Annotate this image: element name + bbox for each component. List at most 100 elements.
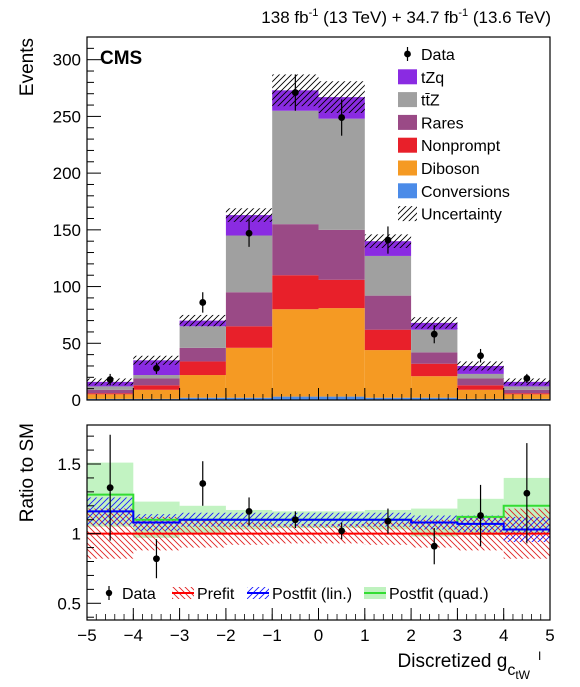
stack-segment-nonprompt-bin-4: [272, 275, 319, 310]
stack-segment-nonprompt-bin-2: [179, 361, 226, 376]
stack-segment-ttz-bin-4: [272, 110, 319, 225]
y-tick-label-200: 200: [53, 164, 81, 183]
main-panel: 0 50 100 150 200 250 300 Events CMS Data tZq tt̄…: [17, 36, 551, 410]
stack-segment-diboson-bin-7: [411, 376, 458, 398]
legend-label-rares: Rares: [421, 115, 464, 132]
uncertainty-band-bin-8: [457, 361, 504, 371]
x-tick-label--5: −5: [77, 626, 96, 645]
legend-label-conversions: Conversions: [421, 184, 510, 201]
data-layer: [106, 74, 531, 386]
legend-swatch-tzq: [398, 69, 417, 85]
x-tick-label-4: 4: [499, 626, 508, 645]
legend-label-uncertainty: Uncertainty: [421, 207, 502, 224]
x-tick-label--2: −2: [216, 626, 235, 645]
stack-segment-ttz-bin-0: [87, 386, 134, 390]
x-tick-label-3: 3: [453, 626, 462, 645]
x-axis-title-superscript: I: [538, 649, 541, 663]
main-x-ticks: [86, 388, 551, 400]
ratio-legend: Data Prefit Postfit (lin.) Postfit (quad.): [105, 586, 489, 603]
stack-segment-diboson-bin-8: [457, 389, 504, 399]
stack-segment-ttz-bin-9: [503, 386, 550, 390]
legend-label-ttz: tt̄Z: [421, 93, 440, 110]
legend-marker-data: [404, 50, 411, 58]
cms-logo: CMS: [100, 48, 142, 69]
legend-label-nonprompt: Nonprompt: [421, 138, 501, 155]
stack-segment-rares-bin-3: [225, 292, 273, 327]
stack-segment-nonprompt-bin-0: [87, 393, 134, 395]
ratio-point-5: [338, 527, 346, 535]
ratio-point-7: [430, 542, 438, 550]
y-tick-label-100: 100: [53, 278, 81, 297]
stack-segment-rares-bin-9: [503, 389, 550, 394]
uncertainty-band-bin-3: [225, 208, 273, 222]
main-y-axis-title: Events: [17, 38, 38, 96]
ratio-y-axis-title: Ratio to SM: [17, 423, 38, 522]
stack-segment-conversions-bin-2: [179, 397, 226, 400]
ratio-point-4: [291, 516, 299, 524]
legend-swatch-nonprompt: [398, 137, 417, 153]
ratio-legend-label-data: Data: [122, 586, 156, 603]
legend-swatch-uncertainty: [398, 206, 417, 222]
data-point-1: [153, 364, 160, 372]
legend-label-data: Data: [421, 47, 455, 64]
stack-segment-diboson-bin-2: [179, 375, 226, 398]
lumi-label: 138 fb-1 (13 TeV) + 34.7 fb-1 (13.6 TeV): [261, 7, 551, 27]
stack-segment-nonprompt-bin-8: [457, 385, 504, 390]
ratio-y-tick-label-1: 1: [72, 525, 81, 544]
stack-segment-nonprompt-bin-6: [364, 329, 412, 351]
stack-segment-conversions-bin-3: [225, 397, 273, 400]
x-tick-label-2: 2: [406, 626, 415, 645]
stack-segment-ttz-bin-6: [364, 255, 412, 296]
ratio-point-8: [477, 512, 484, 519]
stack-segment-nonprompt-bin-3: [225, 326, 273, 348]
x-tick-label--3: −3: [170, 626, 189, 645]
ratio-legend-label-postfitlin: Postfit (lin.): [272, 586, 352, 603]
stack-segment-rares-bin-2: [179, 347, 226, 362]
data-point-5: [338, 114, 346, 121]
stack-segment-diboson-bin-1: [133, 389, 180, 399]
stack-segment-diboson-bin-6: [364, 350, 412, 398]
legend-label-tzq: tZq: [421, 70, 444, 87]
stack-segment-nonprompt-bin-1: [133, 385, 180, 390]
legend-label-diboson: Diboson: [421, 161, 480, 178]
stack-segment-conversions-bin-7: [411, 397, 458, 400]
stack-segment-rares-bin-6: [364, 295, 412, 330]
stack-segment-nonprompt-bin-9: [503, 393, 550, 395]
x-tick-label--1: −1: [263, 626, 282, 645]
stack-segment-rares-bin-4: [272, 224, 319, 276]
ratio-panel: 0.5 1 1.5 −5 −4 −3 −2 −1 0 1 2 3 4 5 Ratio to SM Dat…: [17, 423, 555, 682]
x-tick-label-1: 1: [360, 626, 369, 645]
uncertainty-band-bin-7: [411, 317, 458, 329]
stack-segment-conversions-bin-6: [364, 397, 412, 400]
y-tick-label-150: 150: [53, 221, 81, 240]
ratio-point-0: [106, 484, 114, 492]
legend-swatch-diboson: [398, 160, 417, 176]
stack-segment-conversions-bin-5: [318, 396, 365, 400]
stack-segment-diboson-bin-0: [87, 394, 134, 399]
legend-swatch-ttz: [398, 92, 417, 108]
ratio-legend-marker-data: [105, 589, 113, 597]
uncertainty-band-bin-2: [179, 314, 226, 327]
ratio-legend-label-postfitquad: Postfit (quad.): [389, 586, 489, 603]
stack-segment-diboson-bin-9: [503, 394, 550, 399]
ratio-point-1: [153, 555, 160, 563]
stack-segment-rares-bin-1: [133, 378, 180, 386]
stack-segment-nonprompt-bin-5: [318, 279, 365, 309]
main-y-axis: 0 50 100 150 200 250 300: [53, 47, 101, 410]
stack-segment-nonprompt-bin-7: [411, 363, 458, 377]
stack-segment-rares-bin-7: [411, 352, 458, 364]
stack-segment-rares-bin-8: [457, 378, 504, 386]
x-axis-title: Discretized gctW: [398, 651, 531, 682]
stack-layer: [87, 90, 550, 400]
stack-segment-ttz-bin-1: [133, 375, 180, 379]
stack-segment-conversions-bin-4: [272, 396, 319, 400]
stack-segment-ttz-bin-8: [457, 373, 504, 379]
ratio-point-6: [384, 517, 392, 525]
stack-segment-rares-bin-0: [87, 389, 134, 394]
stack-segment-diboson-bin-4: [272, 309, 319, 397]
y-tick-label-0: 0: [72, 391, 81, 410]
ratio-y-tick-label-0: 0.5: [57, 594, 81, 613]
data-point-9: [523, 375, 531, 382]
ratio-data-layer: [106, 434, 531, 579]
